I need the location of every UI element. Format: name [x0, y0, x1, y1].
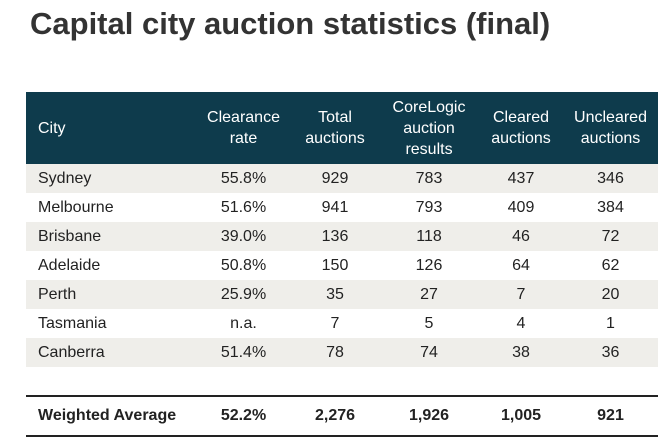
cell-city: Brisbane — [38, 227, 102, 245]
cell-total: 136 — [321, 227, 349, 245]
table-row: Sydney 55.8% 929 783 437 346 — [26, 164, 658, 193]
cell-corelogic: 118 — [416, 227, 442, 245]
cell-city: Perth — [38, 285, 77, 303]
cell-uncleared: 384 — [597, 198, 624, 216]
header-uncleared-line1: Uncleared — [574, 109, 647, 126]
cell-corelogic: 74 — [420, 343, 438, 361]
cell-cleared: 64 — [512, 256, 530, 274]
table-row: Melbourne 51.6% 941 793 409 384 — [26, 193, 658, 222]
header-city: City — [38, 119, 66, 137]
table-row: Tasmania n.a. 7 5 4 1 — [26, 309, 658, 338]
cell-corelogic: 5 — [424, 314, 434, 332]
table-header-row: City Clearance rate Total auctions CoreL… — [26, 92, 658, 164]
header-corelogic-results: CoreLogic auction results — [379, 92, 479, 164]
cell-clearance: 51.6% — [220, 198, 267, 216]
header-corelogic-line1: CoreLogic — [392, 98, 466, 116]
cell-uncleared: 72 — [601, 227, 620, 245]
cell-city: Canberra — [38, 343, 105, 361]
cell-city: Melbourne — [38, 198, 114, 216]
cell-uncleared: 36 — [601, 343, 620, 361]
cell-cleared: 437 — [507, 169, 535, 187]
cell-city: Sydney — [38, 169, 92, 187]
cell-corelogic: 793 — [415, 198, 443, 216]
header-cleared-auctions: Cleared auctions — [479, 92, 563, 164]
cell-corelogic: 783 — [415, 169, 443, 187]
cell-cleared: 38 — [512, 343, 530, 361]
cell-city: Tasmania — [38, 314, 107, 332]
header-corelogic-line3: results — [405, 140, 453, 158]
cell-clearance: n.a. — [230, 314, 257, 332]
cell-total: 7 — [330, 314, 340, 332]
page-title: Capital city auction statistics (final) — [30, 6, 551, 41]
footer-cleared: 1,005 — [500, 407, 542, 424]
cell-clearance: 50.8% — [220, 256, 267, 274]
header-clearance-line1: Clearance — [207, 109, 280, 126]
footer-clearance: 52.2% — [220, 407, 267, 424]
cell-clearance: 55.8% — [220, 169, 267, 187]
cell-clearance: 51.4% — [220, 343, 267, 361]
header-uncleared-auctions: Uncleared auctions — [563, 92, 658, 164]
footer-corelogic: 1,926 — [408, 407, 450, 424]
footer-uncleared: 921 — [597, 407, 624, 424]
cell-corelogic: 27 — [420, 285, 438, 303]
cell-uncleared: 62 — [601, 256, 620, 274]
weighted-average-row: Weighted Average 52.2% 2,276 1,926 1,005… — [26, 396, 658, 436]
cell-uncleared: 20 — [601, 285, 620, 303]
row-spacer — [26, 367, 658, 396]
table-row: Brisbane 39.0% 136 118 46 72 — [26, 222, 658, 251]
header-clearance-rate: Clearance rate — [196, 92, 291, 164]
cell-total: 941 — [321, 198, 349, 216]
cell-city: Adelaide — [38, 256, 101, 274]
cell-cleared: 4 — [516, 314, 526, 332]
table-row: Canberra 51.4% 78 74 38 36 — [26, 338, 658, 367]
header-total-auctions: Total auctions — [291, 92, 379, 164]
footer-city: Weighted Average — [38, 407, 177, 424]
cell-total: 929 — [321, 169, 349, 187]
header-cleared-line1: Cleared — [492, 109, 550, 126]
cell-cleared: 46 — [512, 227, 530, 245]
cell-clearance: 25.9% — [220, 285, 267, 303]
cell-cleared: 7 — [516, 285, 526, 303]
table-row: Perth 25.9% 35 27 7 20 — [26, 280, 658, 309]
header-corelogic-line2: auction — [403, 119, 455, 137]
cell-cleared: 409 — [507, 198, 535, 216]
cell-clearance: 39.0% — [220, 227, 267, 245]
auction-stats-table: City Clearance rate Total auctions CoreL… — [26, 92, 658, 437]
header-total-line2: auctions — [305, 130, 365, 147]
cell-total: 150 — [321, 256, 349, 274]
footer-total: 2,276 — [314, 407, 356, 424]
cell-total: 78 — [326, 343, 344, 361]
cell-uncleared: 1 — [606, 314, 615, 332]
header-clearance-line2: rate — [229, 130, 258, 147]
cell-total: 35 — [326, 285, 344, 303]
header-cleared-line2: auctions — [491, 130, 551, 147]
cell-corelogic: 126 — [415, 256, 443, 274]
header-total-line1: Total — [318, 109, 352, 126]
cell-uncleared: 346 — [597, 169, 624, 187]
header-uncleared-line2: auctions — [580, 130, 641, 147]
table-row: Adelaide 50.8% 150 126 64 62 — [26, 251, 658, 280]
